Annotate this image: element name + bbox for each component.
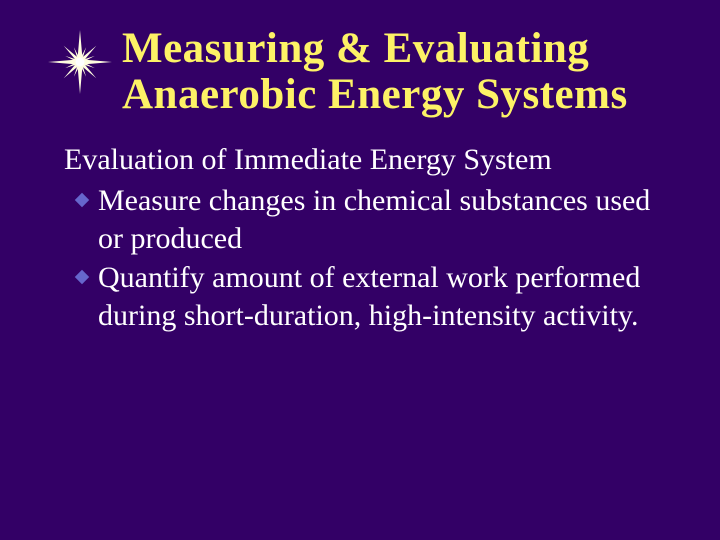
diamond-icon (74, 269, 90, 285)
title-row: Measuring & Evaluating Anaerobic Energy … (48, 26, 672, 119)
bullet-item: Measure changes in chemical substances u… (64, 182, 654, 257)
bullet-text: Measure changes in chemical substances u… (98, 182, 654, 257)
diamond-icon (74, 192, 90, 208)
bullet-text: Quantify amount of external work perform… (98, 259, 654, 334)
body-block: Evaluation of Immediate Energy System Me… (64, 141, 654, 335)
slide: Measuring & Evaluating Anaerobic Energy … (0, 0, 720, 540)
starburst-icon (48, 30, 112, 94)
bullet-item: Quantify amount of external work perform… (64, 259, 654, 334)
slide-title: Measuring & Evaluating Anaerobic Energy … (122, 26, 672, 119)
body-subhead: Evaluation of Immediate Energy System (64, 141, 654, 179)
